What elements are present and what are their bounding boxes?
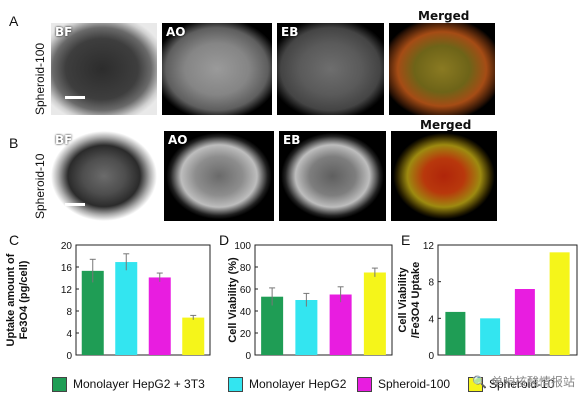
bar (363, 272, 386, 355)
bar (445, 311, 466, 355)
merged-image-spheroid-100 (389, 23, 495, 115)
bar (148, 277, 171, 355)
scale-bar (65, 96, 85, 99)
y-tick-label: 60 (240, 285, 252, 296)
bar (261, 296, 284, 355)
y-tick-label: 12 (423, 241, 435, 252)
bar (514, 289, 535, 355)
eb-label-b: EB (283, 133, 301, 147)
y-tick-label: 100 (234, 241, 251, 252)
bf-image-spheroid-100: BF (51, 23, 157, 115)
eb-label: EB (281, 25, 299, 39)
legend-swatch (357, 376, 372, 392)
plot-frame (254, 244, 393, 356)
ao-image-spheroid-10: AO (164, 131, 274, 221)
y-tick-label: 8 (66, 307, 72, 318)
merged-title-a: Merged (418, 9, 470, 23)
watermark: 🔍 单响核酸情报站 (472, 375, 575, 389)
panel-letter-a: A (9, 13, 19, 29)
merged-title-b: Merged (420, 118, 472, 132)
legend-label: Spheroid-100 (378, 377, 451, 391)
y-tick-label: 0 (245, 351, 251, 362)
ao-label: AO (166, 25, 186, 39)
chart-d: 0 20 40 60 80 100 Cell Viability (%) (227, 241, 393, 362)
y-tick-label: 16 (61, 263, 73, 274)
bar (81, 270, 104, 355)
bar (295, 300, 318, 355)
legend-swatch (52, 376, 67, 392)
y-tick-label: 12 (61, 285, 73, 296)
y-tick-label: 40 (240, 307, 252, 318)
y-axis-label: Cell Viability (%) (227, 257, 239, 343)
legend-swatch (468, 376, 483, 392)
y-tick-label: 0 (428, 351, 434, 362)
legend-item-monolayer-hepg2: Monolayer HepG2 (228, 375, 346, 393)
legend-item-monolayer-hepg2-3t3: Monolayer HepG2 + 3T3 (52, 375, 205, 393)
y-tick-label: 4 (66, 329, 72, 340)
y-axis-label-line2: /Fe3O4 Uptake (410, 262, 422, 338)
legend-label: Spheroid-10 (489, 377, 555, 391)
y-tick-label: 4 (428, 314, 434, 325)
y-tick-label: 0 (66, 351, 72, 362)
bar (480, 318, 501, 355)
chart-c: 0 4 8 12 16 20 Uptake amount of Fe3O4 (pg/cell) (5, 241, 211, 362)
eb-image-spheroid-100: EB (277, 23, 384, 115)
legend: Monolayer HepG2 + 3T3 Monolayer HepG2 Sp… (0, 368, 583, 398)
bar (182, 317, 205, 355)
legend-item-spheroid-10: Spheroid-10 (468, 375, 554, 393)
legend-label: Monolayer HepG2 (249, 377, 347, 391)
legend-item-spheroid-100: Spheroid-100 (357, 375, 450, 393)
y-axis-label: Uptake amount of (5, 253, 17, 346)
bf-image-spheroid-10: BF (51, 131, 157, 221)
legend-label: Monolayer HepG2 + 3T3 (73, 377, 205, 391)
bf-label: BF (55, 25, 73, 39)
scale-bar-b (65, 203, 85, 206)
plot-frame (75, 244, 211, 356)
bar (549, 252, 570, 355)
y-tick-label: 80 (240, 263, 252, 274)
charts-svg: 0 4 8 12 16 20 Uptake amount of Fe3O4 (pg/cell)… (5, 241, 578, 362)
bar (115, 262, 138, 355)
y-tick-label: 20 (240, 329, 252, 340)
chart-e: 0 4 8 12 Cell Viability/Fe3O4 Uptake (397, 241, 578, 362)
y-tick-label: 8 (428, 278, 434, 289)
ao-image-spheroid-100: AO (162, 23, 272, 115)
merged-image-spheroid-10 (391, 131, 497, 221)
panel-letter-b: B (9, 135, 19, 151)
eb-image-spheroid-10: EB (279, 131, 386, 221)
y-axis-label: Cell Viability (397, 267, 409, 333)
legend-swatch (228, 376, 243, 392)
y-tick-label: 20 (61, 241, 73, 252)
y-axis-label-line2: Fe3O4 (pg/cell) (18, 260, 30, 339)
row-label-spheroid-100: Spheroid-100 (33, 42, 47, 115)
row-label-spheroid-10: Spheroid-10 (33, 153, 47, 219)
plot-frame (437, 244, 578, 356)
panel-letter-c: C (9, 232, 20, 248)
panel-letter-d: D (219, 232, 230, 248)
panel-letter-e: E (401, 232, 411, 248)
bf-label-b: BF (55, 133, 73, 147)
bar (329, 294, 352, 355)
ao-label-b: AO (168, 133, 188, 147)
